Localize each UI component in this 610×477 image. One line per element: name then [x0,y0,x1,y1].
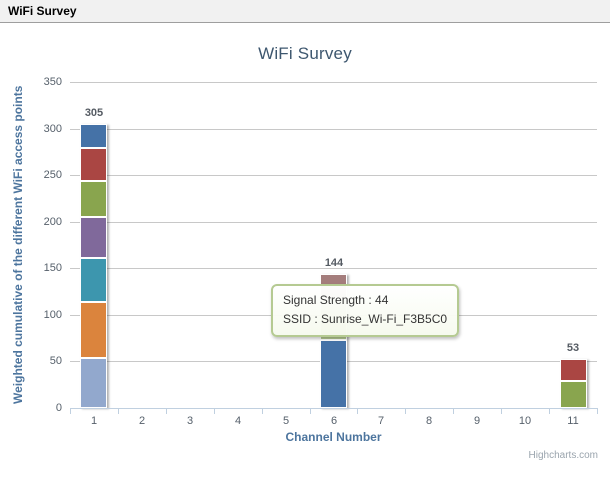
y-gridline [70,129,597,130]
x-axis-tick [405,409,406,414]
bar-segment[interactable] [80,181,107,217]
x-axis-tick [453,409,454,414]
bar-segment[interactable] [80,258,107,302]
y-gridline [70,268,597,269]
y-axis-tick-label: 250 [43,169,62,181]
stack-total-label: 305 [84,107,104,119]
x-axis-tick [549,409,550,414]
stacked-bar-channel-11 [560,359,587,408]
x-axis-tick-label: 1 [90,415,98,427]
x-axis-tick-label: 11 [567,415,579,427]
stack-total-label: 144 [324,257,344,269]
stacked-bar-channel-1 [80,124,107,408]
chart-title: WiFi Survey [258,44,352,63]
y-axis-tick-label: 350 [43,76,62,88]
tooltip-signal-strength: Signal Strength : 44 [283,293,389,307]
x-axis-tick-label: 7 [377,415,385,427]
y-axis-tick-label: 100 [43,309,62,321]
bar-segment[interactable] [80,148,107,181]
x-axis-line [70,408,598,409]
x-axis-tick [118,409,119,414]
x-axis-tick [262,409,263,414]
x-axis-tick-label: 4 [234,415,242,427]
x-axis-tick-label: 2 [138,415,146,427]
bar-segment[interactable] [80,124,107,148]
y-gridline [70,175,597,176]
window-titlebar: WiFi Survey [0,0,610,23]
x-axis-title: Channel Number [285,430,382,444]
x-axis-tick [166,409,167,414]
y-axis-tick-label: 200 [43,216,62,228]
x-axis-tick [214,409,215,414]
y-gridline [70,222,597,223]
x-axis-tick-label: 8 [425,415,433,427]
x-axis-tick-label: 6 [330,415,338,427]
y-axis-tick-label: 150 [43,262,62,274]
x-axis-tick-label: 5 [282,415,290,427]
stack-total-label: 53 [566,342,580,354]
window-title: WiFi Survey [8,4,77,18]
y-axis-tick-label: 0 [55,402,62,414]
x-axis-tick-label: 9 [473,415,481,427]
x-axis-tick-label: 10 [518,415,532,427]
highcharts-credits-link[interactable]: Highcharts.com [528,450,598,461]
x-axis-tick [501,409,502,414]
x-axis-tick [70,409,71,414]
y-axis-tick-label: 50 [49,355,62,367]
x-axis-tick [357,409,358,414]
y-axis-tick-label: 300 [43,123,62,135]
bar-segment[interactable] [560,359,587,381]
x-axis-tick [310,409,311,414]
tooltip-ssid: SSID : Sunrise_Wi-Fi_F3B5C0 [283,312,448,326]
bar-segment[interactable] [560,381,587,408]
y-gridline [70,82,597,83]
bar-segment[interactable] [320,340,347,408]
x-axis-tick-label: 3 [186,415,194,427]
tooltip: Signal Strength : 44 SSID : Sunrise_Wi-F… [271,284,460,337]
x-axis-tick [597,409,598,414]
bar-segment[interactable] [80,302,107,358]
bar-segment[interactable] [80,358,107,408]
bar-segment[interactable] [80,217,107,258]
